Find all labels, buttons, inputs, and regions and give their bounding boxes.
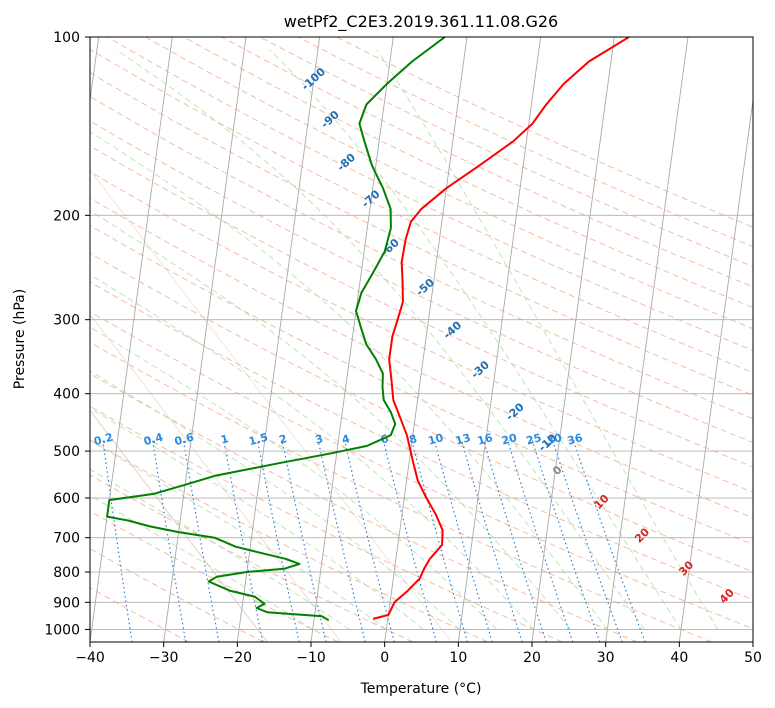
- moist-adiabat-line: [90, 209, 571, 630]
- temperature-profile-line: [372, 37, 630, 620]
- mixing-ratio-label: 10: [427, 431, 445, 448]
- dry-adiabat-line: [259, 37, 753, 268]
- x-axis-title: Temperature (°C): [360, 681, 482, 697]
- dry-adiabat-line: [183, 37, 753, 309]
- mixing-ratio-line: [223, 440, 264, 642]
- isotherm-line: [678, 97, 753, 642]
- x-tick-label: −10: [296, 650, 326, 666]
- isotherm-line: [384, 37, 468, 642]
- mixing-ratio-label: 1.5: [247, 431, 269, 449]
- dry-adiabat-line: [107, 37, 753, 352]
- x-tick-label: 30: [597, 650, 615, 666]
- dry-adiabat-line: [90, 95, 753, 420]
- isotherm-line: [605, 37, 689, 642]
- mixing-ratio-label: 1: [219, 432, 230, 447]
- tan-curve: [90, 409, 268, 642]
- dewpoint-profile-line: [106, 37, 446, 622]
- dry-adiabat-line: [90, 145, 753, 468]
- background-lines: [90, 37, 753, 642]
- mixing-ratio-line: [461, 440, 523, 642]
- y-tick-label: 200: [53, 208, 80, 224]
- y-axis-title: Pressure (hPa): [12, 289, 28, 389]
- moist-adiabat-line: [90, 370, 461, 630]
- mixing-ratio-label: 20: [500, 431, 518, 448]
- dry-adiabat-line: [298, 37, 753, 248]
- mixing-ratio-line: [552, 440, 623, 642]
- y-tick-label: 1000: [44, 622, 80, 638]
- y-tick-label: 600: [53, 491, 80, 507]
- mixing-ratio-line: [102, 440, 133, 642]
- dry-adiabat-line: [90, 439, 488, 642]
- mixing-ratio-label: 0.4: [142, 431, 165, 449]
- dry-adiabat-line: [90, 120, 753, 444]
- dry-adiabat-line: [90, 171, 753, 493]
- y-tick-label: 300: [53, 313, 80, 329]
- mixing-ratio-label: 8: [408, 432, 419, 447]
- isotherm-line: [236, 37, 321, 642]
- mixing-ratio-label: 30: [545, 431, 563, 448]
- plot-frame: [89, 36, 754, 643]
- moist-adiabat-line: [90, 439, 387, 630]
- dry-adiabat-line: [90, 405, 563, 642]
- x-tick-label: 10: [449, 650, 467, 666]
- dry-adiabat-line: [90, 224, 753, 546]
- moist-adiabat-line: [115, 49, 645, 630]
- mixing-ratio-line: [572, 440, 646, 642]
- tan-curve: [90, 169, 452, 642]
- y-tick-label: 800: [53, 565, 80, 581]
- x-tick-label: 40: [670, 650, 688, 666]
- moist-adiabat-line: [90, 468, 350, 630]
- moist-adiabat-line: [90, 326, 498, 630]
- y-tick-label: 700: [53, 531, 80, 547]
- mixing-ratio-label: 2: [278, 432, 289, 447]
- axis-ticks: −40 −30 −20 −10 0 10 20 30 40 50 1000 900 800 700 600 5…: [44, 30, 762, 666]
- y-tick-label: 100: [53, 30, 80, 46]
- mixing-ratio-label: 6: [379, 432, 390, 447]
- isotherm-line: [531, 37, 615, 642]
- moist-adiabat-line: [269, 49, 682, 630]
- mixing-ratio-line: [507, 440, 574, 642]
- y-tick-label: 500: [53, 444, 80, 460]
- dry-adiabat-line: [90, 341, 712, 642]
- profile-lines: [106, 37, 630, 622]
- moist-adiabat-line: [90, 130, 608, 630]
- x-tick-label: −20: [223, 650, 253, 666]
- isotherm-line: [163, 37, 247, 642]
- y-tick-label: 400: [53, 387, 80, 403]
- dry-adiabat-line: [336, 37, 753, 228]
- dry-adiabat-line: [221, 37, 753, 288]
- mixing-ratio-label: 36: [566, 431, 584, 448]
- isotherm-line: [457, 37, 542, 642]
- mixing-ratio-line: [483, 440, 547, 642]
- dry-adiabat-line: [90, 48, 753, 374]
- mixing-ratio-line: [256, 440, 300, 642]
- x-tick-label: −40: [75, 650, 105, 666]
- mixing-ratio-label: 25: [525, 431, 543, 448]
- dry-adiabat-line: [90, 311, 753, 630]
- chart-title: wetPf2_C2E3.2019.361.11.08.G26: [284, 12, 558, 32]
- isotherm-line: [90, 37, 173, 642]
- y-tick-label: 900: [53, 595, 80, 611]
- mixing-ratio-line: [281, 440, 327, 642]
- dry-adiabat-line: [90, 252, 753, 573]
- x-tick-label: 50: [744, 650, 762, 666]
- x-tick-label: −30: [149, 650, 179, 666]
- dry-adiabat-line: [90, 72, 753, 396]
- mixing-ratio-label: 13: [454, 431, 472, 448]
- isotherm-line: [310, 37, 394, 642]
- mixing-ratio-label: 4: [340, 432, 351, 447]
- x-tick-label: 20: [523, 650, 541, 666]
- dry-adiabat-line: [90, 281, 753, 601]
- mixing-ratio-label: 0.2: [92, 431, 114, 449]
- tan-curve: [90, 313, 342, 642]
- mixing-ratio-label: 3: [314, 432, 325, 447]
- mixing-ratio-label: 16: [476, 431, 494, 448]
- mixing-ratio-label: 0.6: [173, 431, 196, 449]
- x-tick-label: 0: [380, 650, 389, 666]
- dry-adiabat-line: [145, 37, 753, 330]
- mixing-ratio-line: [531, 440, 601, 642]
